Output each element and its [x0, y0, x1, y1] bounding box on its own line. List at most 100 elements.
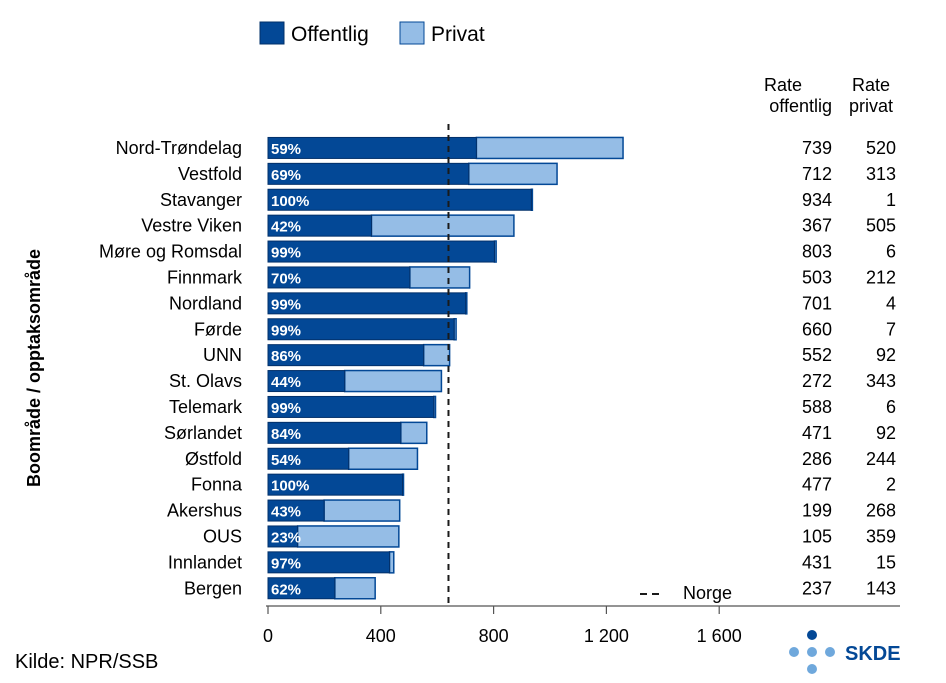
bar-offentlig [267, 447, 350, 470]
table-value-privat: 92 [876, 345, 896, 365]
header-rate-offentlig-line1: Rate [764, 75, 802, 95]
bar-percent-label: 100% [271, 193, 309, 210]
bar-percent-label: 86% [271, 348, 301, 365]
bar-offentlig [267, 240, 495, 263]
table-value-offentlig: 199 [802, 501, 832, 521]
bar-percent-label: 59% [271, 141, 301, 158]
category-label: St. Olavs [169, 371, 242, 391]
bar-privat [323, 499, 401, 522]
logo-dot-bottom [807, 664, 817, 674]
bar-percent-label: 99% [271, 245, 301, 262]
table-value-privat: 15 [876, 552, 896, 572]
table-value-offentlig: 237 [802, 578, 832, 598]
table-value-privat: 7 [886, 319, 896, 339]
bar-offentlig [267, 421, 402, 444]
x-axis: 0 400 800 1 200 1 600 [263, 605, 900, 646]
bar-percent-label: 99% [271, 400, 301, 417]
header-rate-privat-line1: Rate [852, 75, 890, 95]
y-axis-title: Boområde / opptaksområde [24, 249, 44, 487]
category-label: Innlandet [168, 552, 242, 572]
table-value-privat: 359 [866, 526, 896, 546]
logo-dot-center [807, 647, 817, 657]
table-value-offentlig: 934 [802, 190, 832, 210]
bar-percent-label: 99% [271, 322, 301, 339]
category-label: Nord-Trøndelag [116, 138, 242, 158]
bar-privat [343, 369, 443, 393]
bar-offentlig [267, 292, 467, 315]
x-tick-label: 0 [263, 626, 273, 646]
header-rate-privat-line2: privat [849, 96, 893, 116]
table-value-privat: 2 [886, 475, 896, 495]
table-value-privat: 6 [886, 242, 896, 262]
bar-percent-label: 43% [271, 504, 301, 521]
category-label: Østfold [185, 449, 242, 469]
table-value-privat: 505 [866, 216, 896, 236]
bar-percent-label: 44% [271, 374, 301, 391]
bar-privat [422, 343, 451, 367]
bar-percent-label: 97% [271, 555, 301, 572]
category-label: Akershus [167, 501, 242, 521]
table-value-privat: 92 [876, 423, 896, 443]
logo-dot-right [825, 647, 835, 657]
bar-offentlig [267, 318, 455, 341]
table-value-offentlig: 588 [802, 397, 832, 417]
table-value-offentlig: 105 [802, 526, 832, 546]
bar-offentlig [267, 473, 404, 496]
table-value-privat: 212 [866, 267, 896, 287]
table-value-offentlig: 739 [802, 138, 832, 158]
category-label: Førde [194, 319, 242, 339]
bar-percent-label: 70% [271, 270, 301, 287]
x-tick-label: 1 200 [584, 626, 629, 646]
category-label: Vestre Viken [141, 216, 242, 236]
legend: Offentlig Privat [259, 21, 485, 46]
category-label: Sørlandet [164, 423, 242, 443]
table-value-offentlig: 803 [802, 242, 832, 262]
source-note: Kilde: NPR/SSB [15, 651, 158, 673]
bar-offentlig [267, 344, 425, 367]
bar-offentlig [267, 551, 391, 574]
bar-percent-label: 99% [271, 296, 301, 313]
bar-privat [409, 266, 471, 289]
bar-offentlig [267, 266, 411, 289]
category-label: Bergen [184, 578, 242, 598]
table-value-privat: 4 [886, 293, 896, 313]
category-label: Nordland [169, 293, 242, 313]
category-label: Telemark [169, 397, 243, 417]
table-value-privat: 343 [866, 371, 896, 391]
table-value-privat: 313 [866, 164, 896, 184]
bar-privat [334, 577, 376, 600]
bar-offentlig [267, 577, 336, 600]
table-value-offentlig: 712 [802, 164, 832, 184]
category-label: OUS [203, 526, 242, 546]
table-value-offentlig: 367 [802, 216, 832, 236]
bar-percent-label: 42% [271, 219, 301, 236]
legend-swatch-offentlig [259, 21, 285, 45]
bar-percent-label: 84% [271, 426, 301, 443]
table-value-offentlig: 272 [802, 371, 832, 391]
bar-percent-label: 54% [271, 452, 301, 469]
table-value-offentlig: 552 [802, 345, 832, 365]
table-value-privat: 143 [866, 578, 896, 598]
table-value-offentlig: 503 [802, 267, 832, 287]
skde-logo: SKDE [789, 630, 901, 674]
bar-offentlig [267, 188, 532, 211]
bar-offentlig [267, 162, 470, 185]
x-tick-label: 800 [479, 626, 509, 646]
table-value-privat: 268 [866, 501, 896, 521]
logo-dot-left [789, 647, 799, 657]
legend-label-privat: Privat [431, 23, 485, 46]
bar-privat [400, 421, 428, 445]
bar-offentlig [267, 395, 435, 418]
table-value-offentlig: 477 [802, 475, 832, 495]
table-value-privat: 6 [886, 397, 896, 417]
bar-offentlig [267, 525, 299, 548]
logo-dot-top [807, 630, 817, 640]
norge-legend-label: Norge [683, 583, 732, 603]
legend-swatch-privat [399, 21, 425, 45]
bar-percent-label: 62% [271, 581, 301, 598]
bar-percent-label: 100% [271, 478, 309, 495]
category-label: Vestfold [178, 164, 242, 184]
x-tick-label: 1 600 [697, 626, 742, 646]
